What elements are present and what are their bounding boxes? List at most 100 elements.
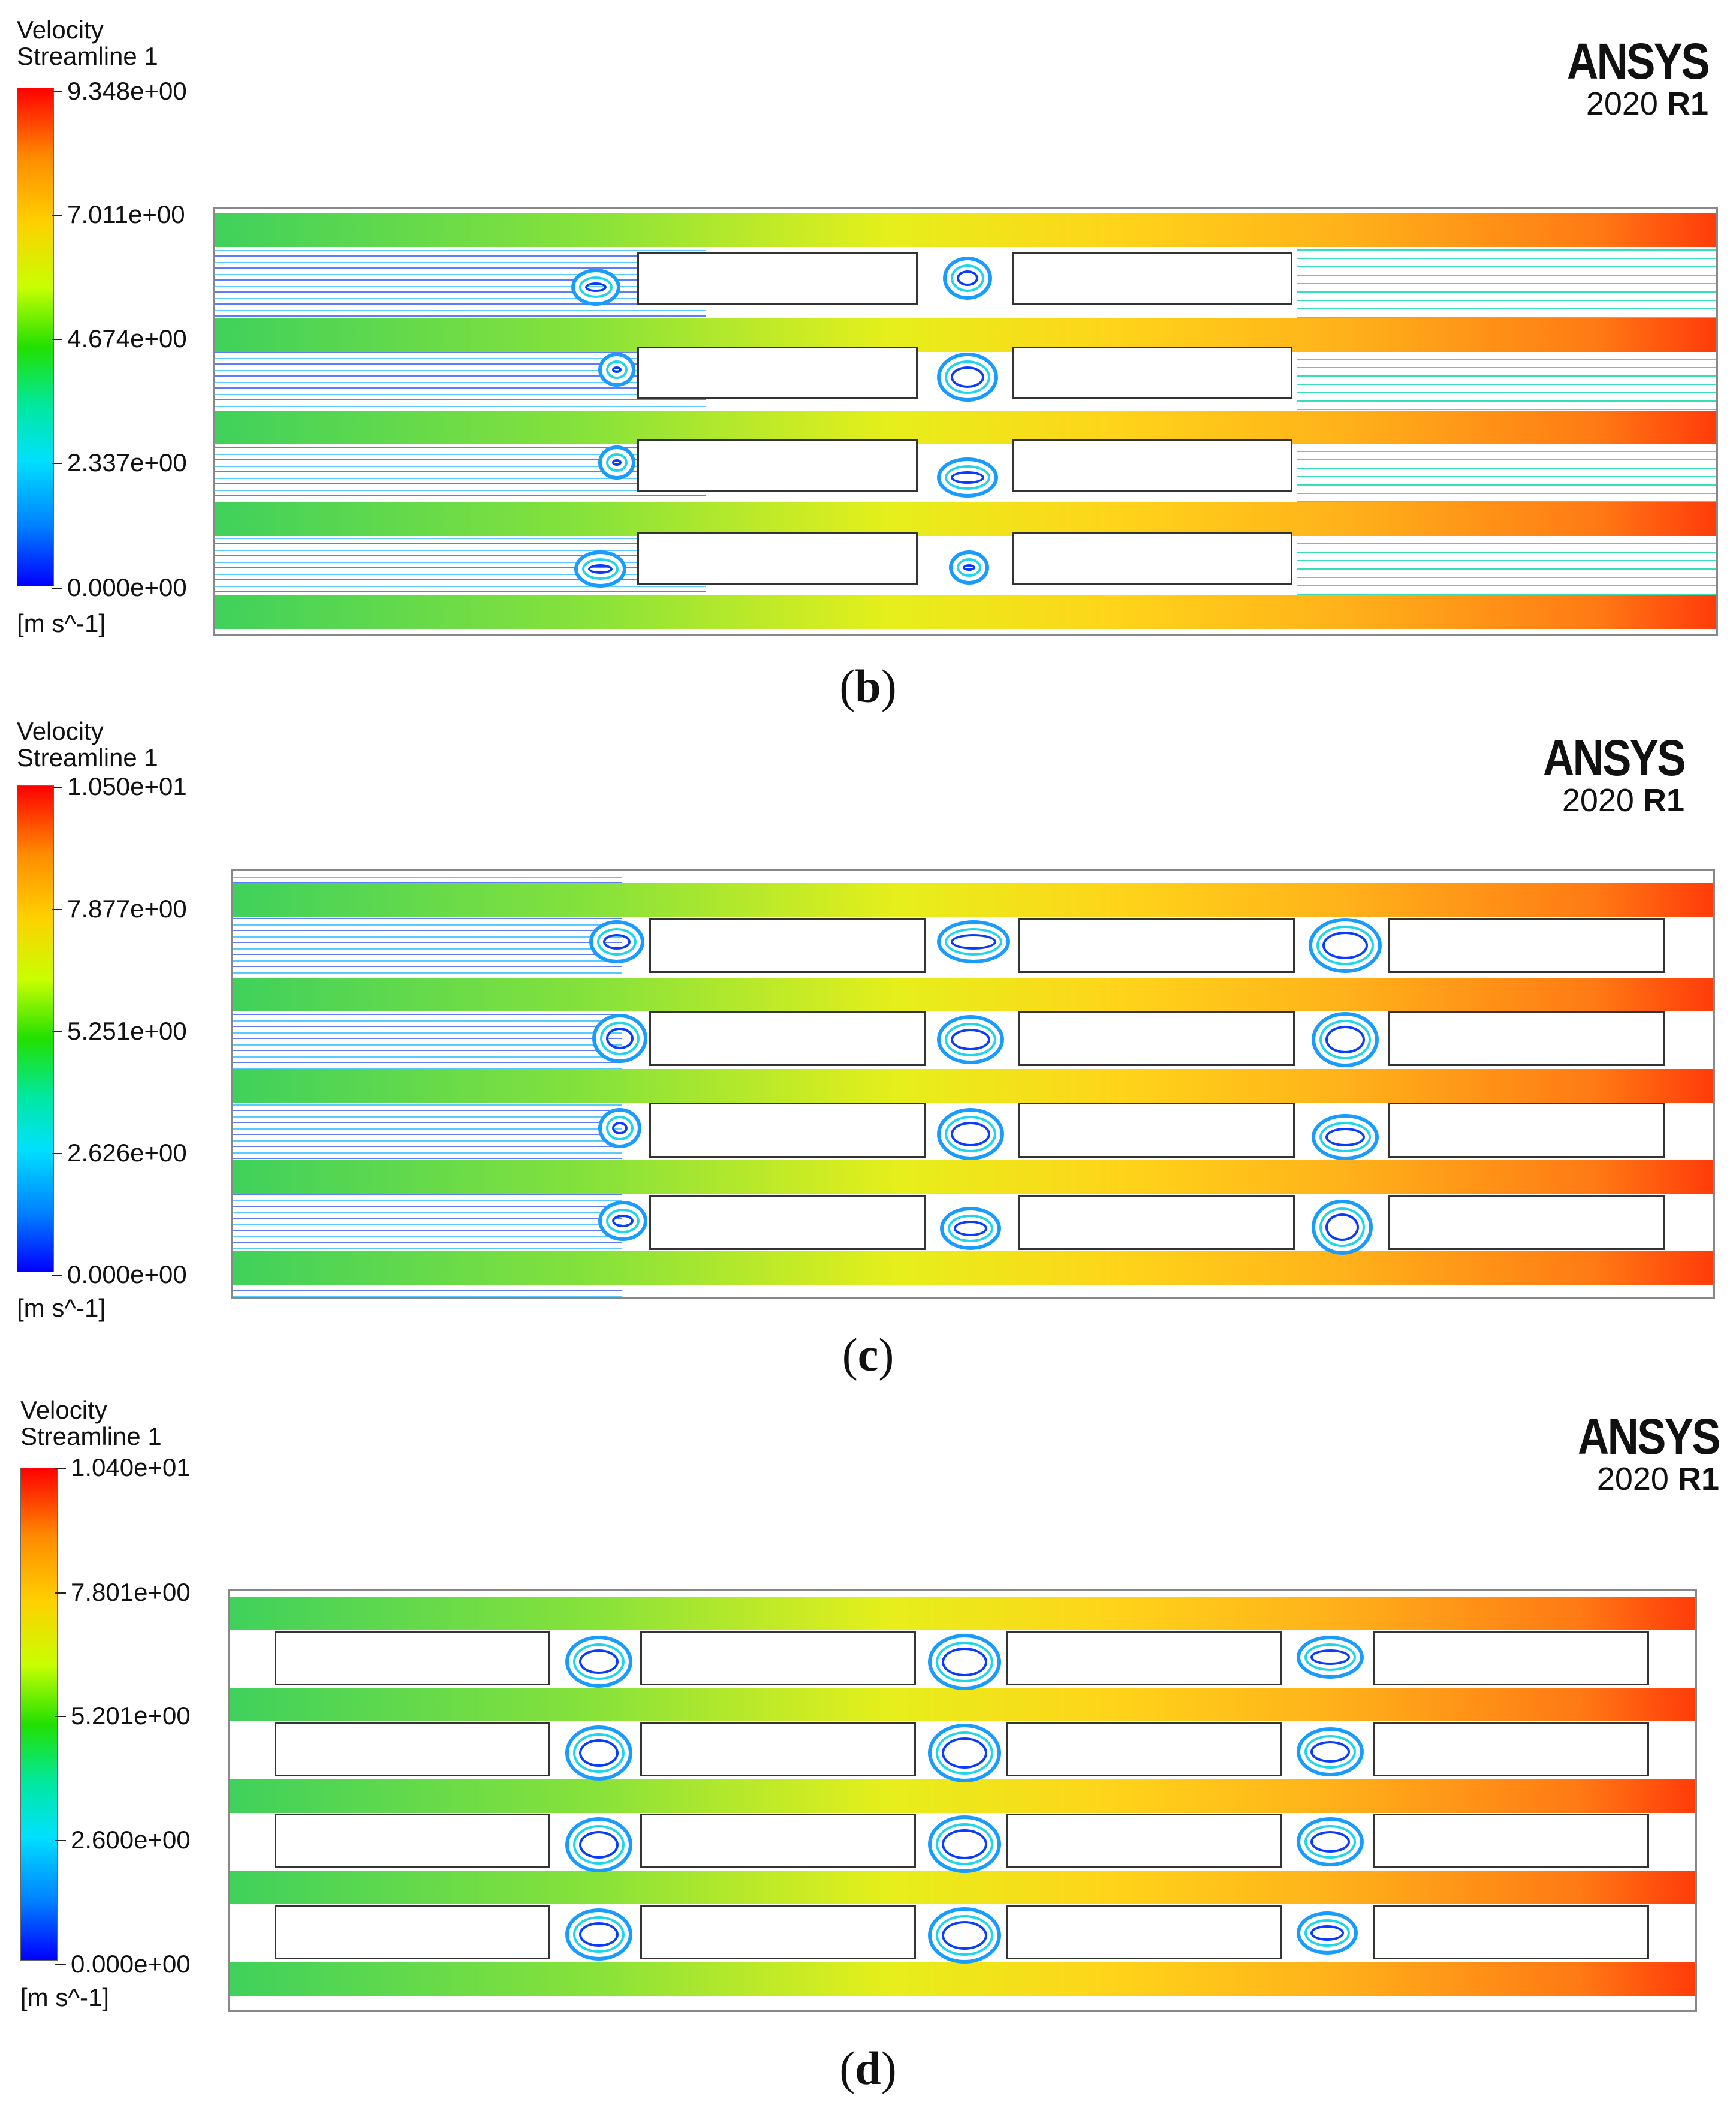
flow-channel <box>215 595 1716 629</box>
plate <box>640 1631 916 1685</box>
legend-max-value: 1.050e+01 <box>52 772 187 800</box>
legend-tick-value: 7.011e+00 <box>52 200 185 228</box>
legend-title: Velocity Streamline 1 <box>17 16 158 70</box>
vortex <box>1297 1636 1364 1679</box>
plate <box>1373 1905 1649 1959</box>
plate <box>1018 1103 1295 1158</box>
vortex <box>940 1207 1001 1250</box>
brand-release: R1 <box>1666 86 1708 122</box>
ansys-logo: ANSYS 2020 R1 <box>1481 730 1686 818</box>
plate <box>637 347 918 399</box>
plate <box>1006 1905 1282 1959</box>
legend-units: [m s^-1] <box>17 609 106 637</box>
vortex <box>1297 1727 1364 1776</box>
color-scale-bar <box>17 785 54 1272</box>
vortex <box>937 920 1010 963</box>
brand-release: R1 <box>1642 782 1684 818</box>
legend-min-value: 0.000e+00 <box>52 573 187 601</box>
plate <box>640 1814 916 1868</box>
vortex <box>937 1108 1004 1160</box>
flow-channel <box>233 1251 1713 1285</box>
flow-channel <box>230 1597 1695 1630</box>
vortex <box>574 550 626 588</box>
plate <box>1012 252 1292 305</box>
vortex <box>1297 1817 1364 1866</box>
vortex <box>571 269 620 306</box>
legend-tick-value: 5.201e+00 <box>55 1702 191 1730</box>
vortex <box>928 1907 1001 1964</box>
vortex <box>598 1108 641 1148</box>
plate <box>1388 918 1665 973</box>
legend-min-value: 0.000e+00 <box>52 1260 187 1288</box>
plate <box>1388 1103 1665 1158</box>
vortex <box>592 1014 647 1063</box>
vortex <box>565 1725 632 1781</box>
vortex <box>589 920 644 963</box>
legend-tick-value: 5.251e+00 <box>52 1017 187 1045</box>
brand-version: 2020 <box>1562 782 1634 818</box>
ansys-logo: ANSYS 2020 R1 <box>1515 1411 1721 1497</box>
plate <box>1006 1722 1282 1776</box>
vortex <box>598 445 635 480</box>
plate <box>1012 347 1292 399</box>
vortex <box>565 1908 632 1961</box>
panel-caption: (d) <box>839 2042 897 2094</box>
plate <box>1018 1011 1295 1066</box>
flow-domain <box>228 1589 1697 2012</box>
plate <box>1018 1195 1295 1250</box>
plate <box>640 1722 916 1776</box>
plate <box>275 1722 550 1776</box>
plate <box>1012 439 1292 492</box>
vortex <box>1312 1114 1379 1160</box>
plate <box>275 1814 550 1868</box>
brand-version: 2020 <box>1596 1461 1669 1497</box>
plate <box>649 918 926 973</box>
panel-caption: (c) <box>842 1329 894 1381</box>
color-scale-bar <box>17 88 54 586</box>
plate <box>275 1905 550 1959</box>
vortex <box>937 353 998 402</box>
panel-caption: (b) <box>839 660 897 712</box>
plate <box>637 532 918 585</box>
plate <box>275 1631 550 1685</box>
legend-tick-value: 2.600e+00 <box>55 1826 191 1854</box>
flow-channel <box>233 978 1713 1011</box>
plate <box>1012 532 1292 585</box>
legend-tick-value: 7.877e+00 <box>52 895 187 923</box>
legend-max-value: 9.348e+00 <box>52 77 187 105</box>
plate <box>1388 1011 1665 1066</box>
brand-name: ANSYS <box>1567 33 1710 89</box>
plate <box>649 1195 926 1250</box>
plate <box>1388 1195 1665 1250</box>
ansys-logo: ANSYS 2020 R1 <box>1505 33 1710 122</box>
plate <box>1373 1814 1649 1868</box>
panel-d: Velocity Streamline 1 1.040e+01 7.801e+0… <box>0 1397 1736 2102</box>
flow-channel <box>230 1962 1695 1996</box>
vortex <box>1312 1012 1379 1067</box>
plate <box>1373 1631 1649 1685</box>
panel-c: Velocity Streamline 1 1.050e+01 7.877e+0… <box>0 701 1736 1397</box>
vortex <box>928 1634 1001 1690</box>
legend-tick-value: 2.626e+00 <box>52 1139 187 1167</box>
brand-name: ANSYS <box>1543 730 1686 786</box>
flow-channel <box>233 883 1713 917</box>
flow-channel <box>215 213 1716 247</box>
vortex <box>1297 1911 1358 1955</box>
legend-max-value: 1.040e+01 <box>55 1453 191 1481</box>
flow-channel <box>215 411 1716 444</box>
plate <box>640 1905 916 1959</box>
vortex <box>1309 918 1382 973</box>
plate <box>637 439 918 492</box>
vortex <box>943 257 992 300</box>
flow-domain <box>231 869 1715 1299</box>
color-scale-bar <box>20 1468 58 1961</box>
flow-channel <box>230 1871 1695 1904</box>
legend-units: [m s^-1] <box>20 1983 110 2011</box>
flow-domain <box>213 207 1718 636</box>
plate <box>1006 1631 1282 1685</box>
vortex <box>565 1636 632 1688</box>
vortex <box>937 457 998 498</box>
legend-tick-value: 2.337e+00 <box>52 448 187 477</box>
plate <box>649 1103 926 1158</box>
plate <box>1006 1814 1282 1868</box>
